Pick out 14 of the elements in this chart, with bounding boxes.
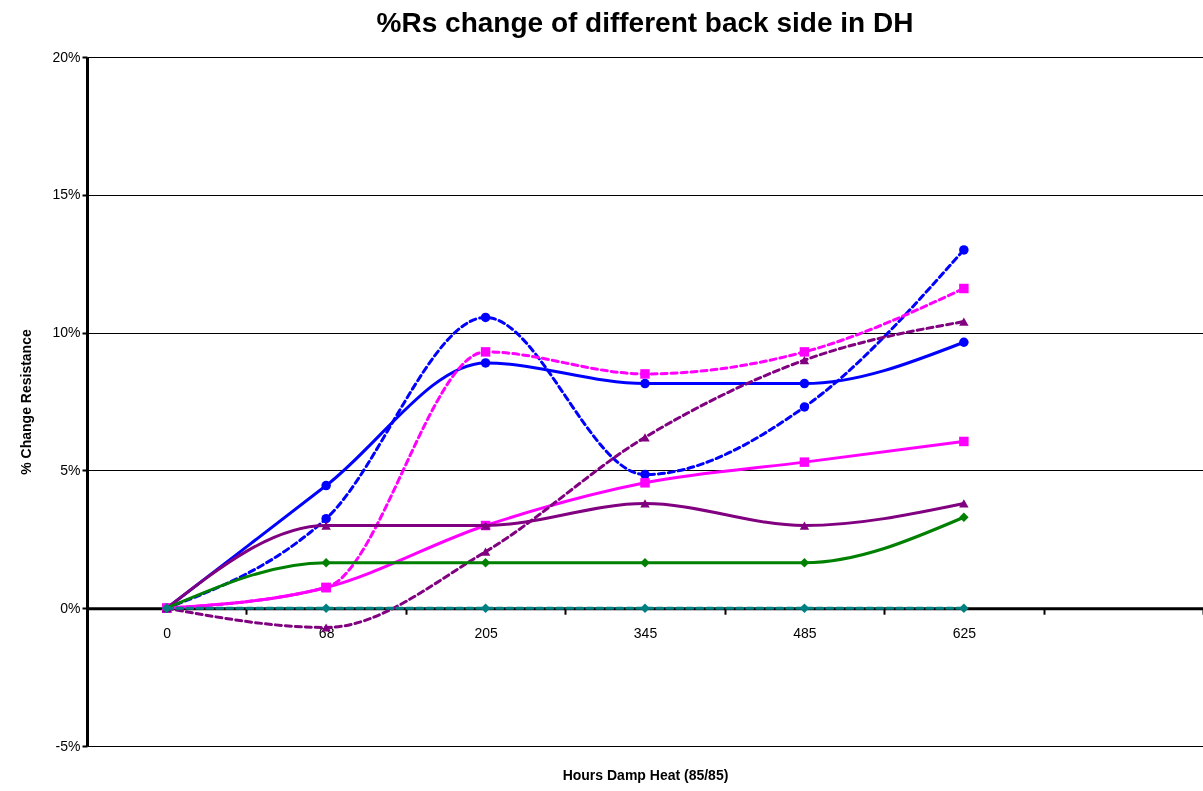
y-tick-label: 15% [52, 186, 81, 203]
x-tick-label: 0 [163, 624, 172, 641]
x-tick-label: 485 [793, 624, 817, 641]
chart-title: %Rs change of different back side in DH [376, 7, 914, 38]
y-tick-label: 20% [52, 48, 81, 65]
x-tick-label: 625 [952, 624, 977, 641]
y-axis-title: % Change Resistance [18, 329, 35, 475]
y-tick-label: 0% [60, 599, 81, 616]
x-axis-title: Hours Damp Heat (85/85) [562, 766, 729, 783]
y-tick-label: -5% [55, 737, 81, 754]
x-tick-label: 345 [633, 624, 658, 641]
x-tick-label: 205 [474, 624, 498, 641]
y-tick-label: 10% [52, 324, 81, 341]
y-tick-label: 5% [60, 461, 81, 478]
